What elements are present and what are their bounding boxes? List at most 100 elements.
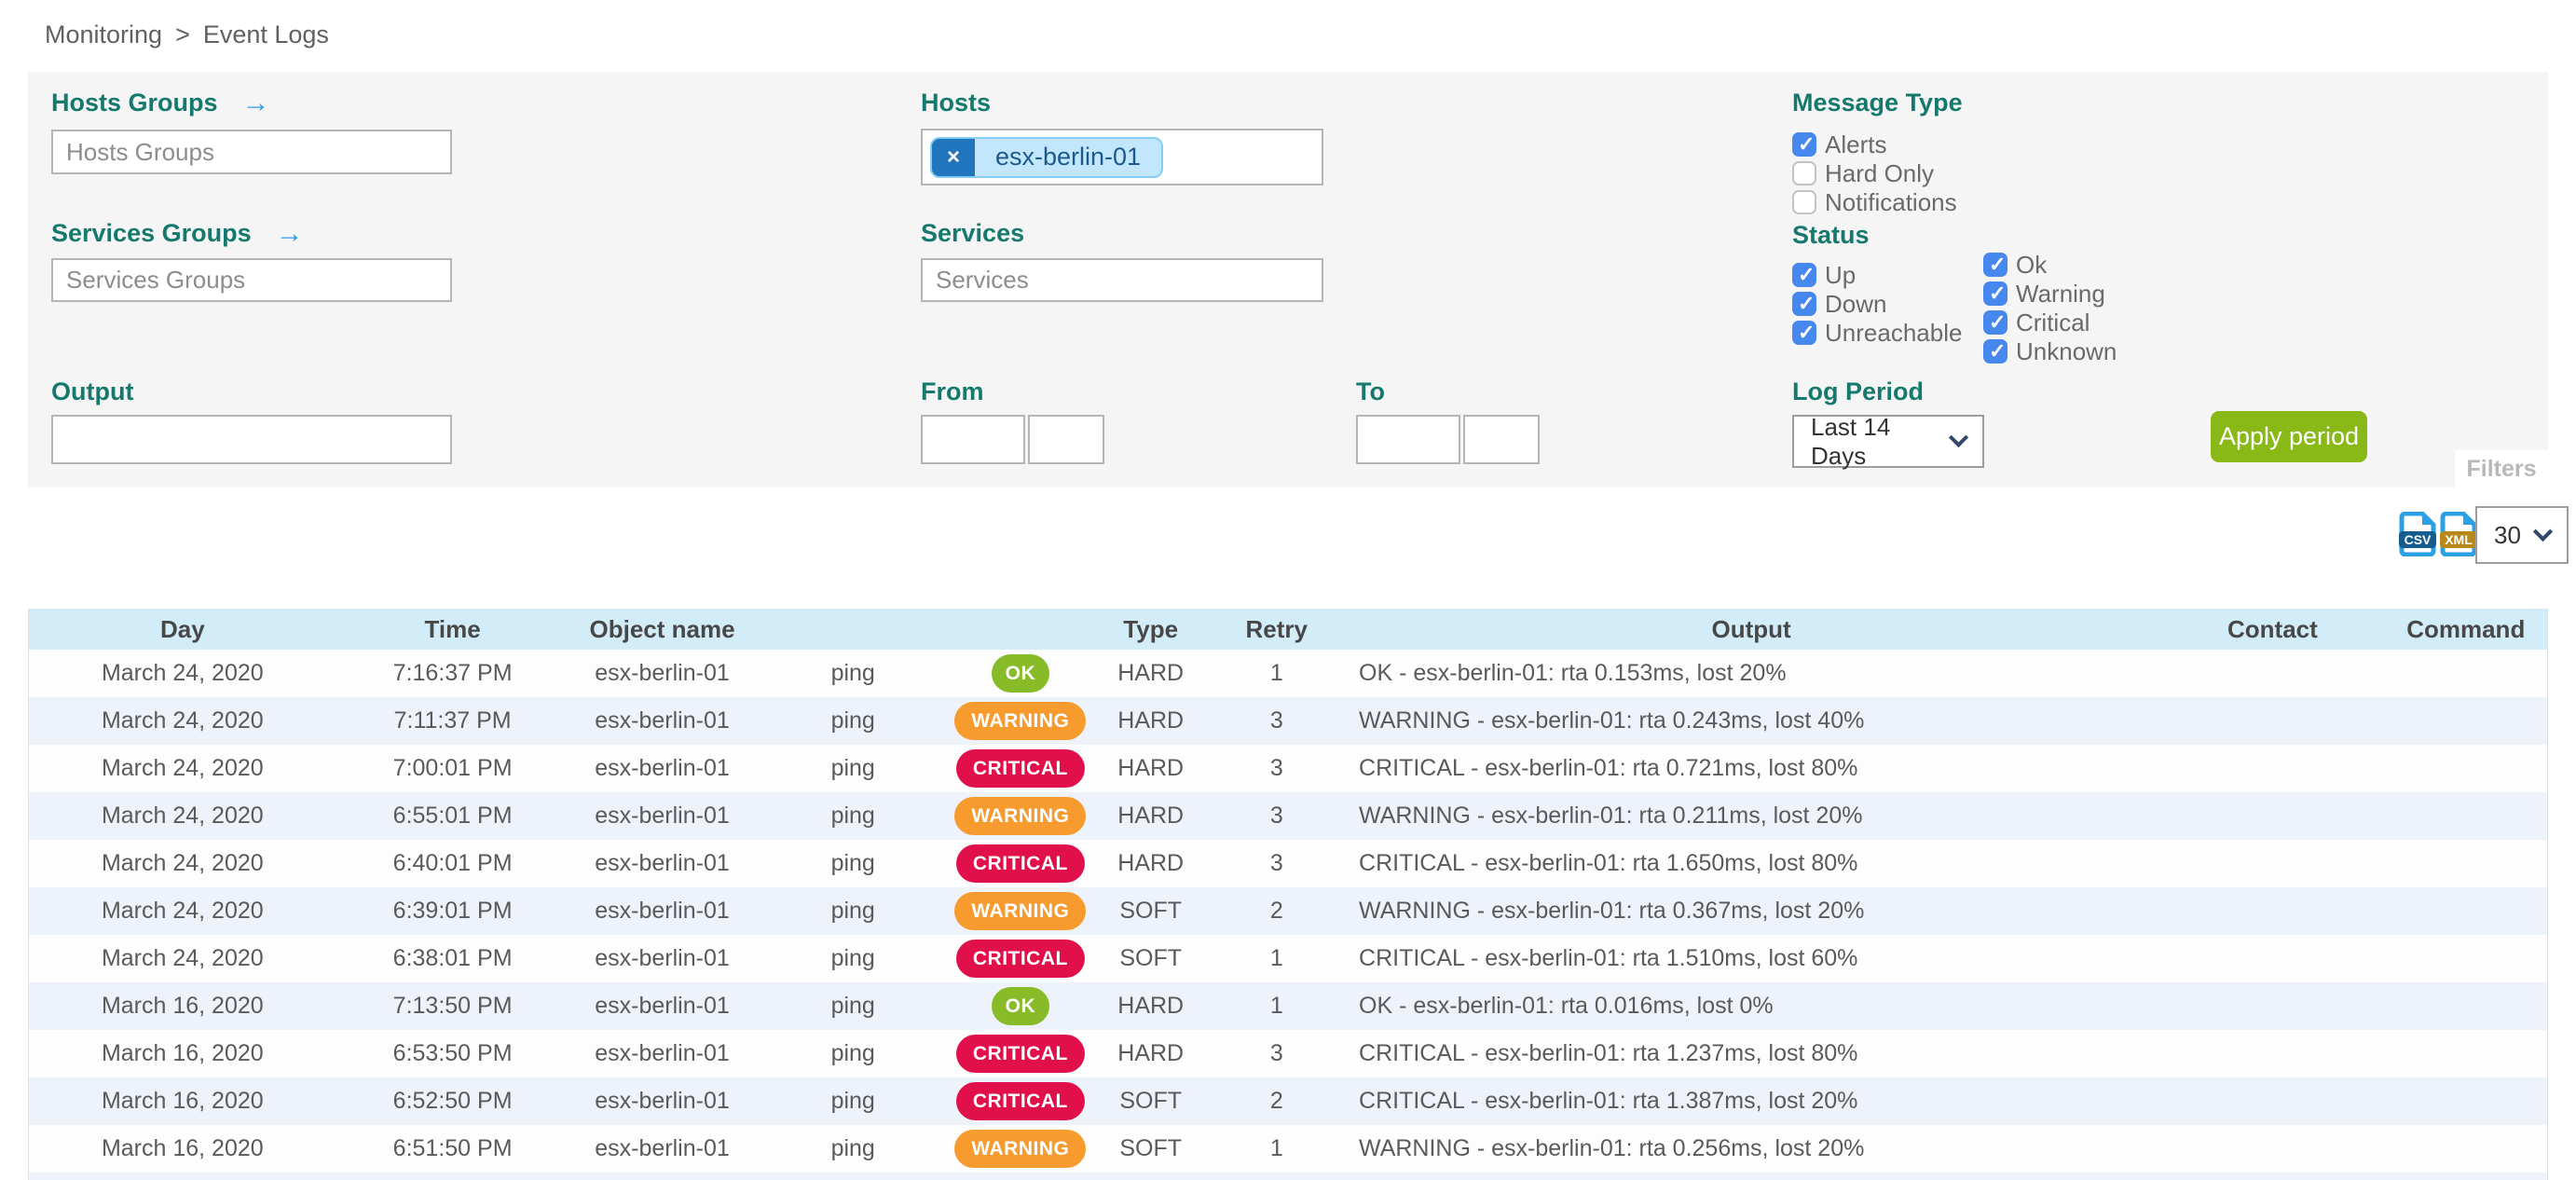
- services-groups-filter: Services Groups →: [51, 219, 452, 302]
- column-header-retry: Retry: [1245, 614, 1309, 643]
- down-checkbox[interactable]: Down: [1792, 290, 1962, 318]
- status-badge: OK: [991, 654, 1050, 693]
- to-time-input[interactable]: [1463, 415, 1540, 464]
- command-cell: [2385, 1125, 2547, 1173]
- object-name-cell: esx-berlin-01: [595, 1135, 730, 1161]
- checkbox-icon: [1792, 132, 1816, 157]
- contact-cell: [2160, 1030, 2384, 1077]
- table-row: March 24, 2020 7:11:37 PM esx-berlin-01 …: [29, 697, 2547, 745]
- status-badge: WARNING: [954, 892, 1087, 930]
- time-cell: 7:16:37 PM: [392, 660, 513, 686]
- csv-export-icon[interactable]: CSV: [2399, 511, 2436, 561]
- command-cell: [2385, 650, 2547, 697]
- services-input[interactable]: [921, 258, 1323, 302]
- service-cell: ping: [830, 803, 875, 829]
- table-row: March 16, 2020 6:53:50 PM esx-berlin-01 …: [29, 1030, 2547, 1077]
- output-label-text: Output: [51, 377, 134, 405]
- day-cell: March 16, 2020: [101, 1088, 264, 1114]
- xml-export-icon[interactable]: XML: [2440, 511, 2477, 561]
- ok-checkbox[interactable]: Ok: [1983, 251, 2117, 279]
- command-cell: [2385, 1077, 2547, 1125]
- apply-period-button[interactable]: Apply period: [2211, 411, 2367, 462]
- warning-checkbox[interactable]: Warning: [1983, 280, 2117, 308]
- output-cell: OK - esx-berlin-01: rta 0.016ms, lost 0%: [1359, 993, 1774, 1019]
- output-cell: CRITICAL - esx-berlin-01: rta 0.721ms, l…: [1359, 755, 1858, 781]
- day-cell: March 24, 2020: [101, 707, 264, 734]
- output-input[interactable]: [51, 415, 452, 464]
- hard-only-checkbox[interactable]: Hard Only: [1792, 159, 1963, 187]
- log-period-select[interactable]: Last 14 Days: [1792, 413, 1984, 470]
- contact-cell: [2160, 1077, 2384, 1125]
- service-cell: ping: [830, 707, 875, 734]
- up-checkbox-label: Up: [1825, 260, 1857, 289]
- arrow-right-icon[interactable]: →: [241, 87, 270, 118]
- from-time-input[interactable]: [1028, 415, 1104, 464]
- checkbox-icon: [1792, 263, 1816, 287]
- hosts-groups-label: Hosts Groups →: [51, 89, 452, 117]
- status-cell: CRITICAL: [951, 1030, 1090, 1077]
- to-date-input[interactable]: [1356, 415, 1460, 464]
- table-row: March 24, 2020 6:55:01 PM esx-berlin-01 …: [29, 792, 2547, 840]
- day-cell: March 16, 2020: [101, 1135, 264, 1161]
- partial-row: [29, 1173, 2547, 1180]
- status-badge: CRITICAL: [955, 844, 1085, 883]
- type-cell: HARD: [1117, 1040, 1185, 1066]
- services-label-text: Services: [921, 219, 1025, 247]
- message-type-filter: Message Type Alerts Hard Only Notificati…: [1792, 89, 1963, 217]
- checkbox-icon: [1792, 190, 1816, 214]
- host-tag-label: esx-berlin-01: [995, 143, 1142, 171]
- chevron-down-icon: [1948, 427, 1969, 448]
- unknown-checkbox-label: Unknown: [2016, 336, 2117, 365]
- type-cell: HARD: [1117, 803, 1185, 829]
- message-type-label-text: Message Type: [1792, 89, 1963, 117]
- page-size-select[interactable]: 30: [2475, 506, 2569, 564]
- notifications-checkbox[interactable]: Notifications: [1792, 188, 1963, 216]
- retry-cell: 3: [1269, 1040, 1283, 1066]
- hosts-groups-input[interactable]: [51, 130, 452, 174]
- svg-text:CSV: CSV: [2405, 532, 2432, 547]
- time-cell: 6:52:50 PM: [392, 1088, 513, 1114]
- table-row: March 24, 2020 7:00:01 PM esx-berlin-01 …: [29, 745, 2547, 792]
- arrow-right-icon[interactable]: →: [275, 217, 304, 249]
- contact-cell: [2160, 982, 2384, 1030]
- checkbox-icon: [1792, 321, 1816, 345]
- hosts-input[interactable]: × esx-berlin-01: [921, 129, 1323, 185]
- checkbox-icon: [1792, 161, 1816, 185]
- hosts-label: Hosts: [921, 89, 1323, 117]
- object-name-cell: esx-berlin-01: [595, 898, 730, 924]
- time-cell: 6:51:50 PM: [392, 1135, 513, 1161]
- filters-panel: Hosts Groups → Services Groups → Output …: [28, 72, 2548, 487]
- table-row: March 24, 2020 6:38:01 PM esx-berlin-01 …: [29, 935, 2547, 982]
- to-label-text: To: [1356, 377, 1385, 405]
- command-cell: [2385, 887, 2547, 935]
- up-checkbox[interactable]: Up: [1792, 261, 1962, 289]
- filters-tab[interactable]: Filters: [2455, 450, 2548, 487]
- object-name-cell: esx-berlin-01: [595, 803, 730, 829]
- to-label: To: [1356, 377, 1540, 406]
- status-cell: OK: [951, 982, 1090, 1030]
- contact-cell: [2160, 792, 2384, 840]
- services-groups-input[interactable]: [51, 258, 452, 302]
- from-date-input[interactable]: [921, 415, 1025, 464]
- checkbox-icon: [1983, 253, 2007, 277]
- unreachable-checkbox[interactable]: Unreachable: [1792, 319, 1962, 347]
- unknown-checkbox[interactable]: Unknown: [1983, 337, 2117, 365]
- alerts-checkbox[interactable]: Alerts: [1792, 130, 1963, 158]
- log-period-label-text: Log Period: [1792, 377, 1924, 405]
- remove-tag-icon[interactable]: ×: [932, 138, 975, 176]
- object-name-cell: esx-berlin-01: [595, 945, 730, 971]
- status-badge: WARNING: [954, 702, 1087, 740]
- status-badge: CRITICAL: [955, 1082, 1085, 1120]
- critical-checkbox[interactable]: Critical: [1983, 309, 2117, 336]
- type-cell: HARD: [1117, 993, 1185, 1019]
- services-filter: Services: [921, 219, 1323, 302]
- breadcrumb-event-logs[interactable]: Event Logs: [202, 21, 329, 48]
- column-header-service: [756, 609, 951, 650]
- log-period-label: Log Period: [1792, 377, 1984, 406]
- breadcrumb-monitoring[interactable]: Monitoring: [45, 21, 163, 48]
- column-header-command: Command: [2406, 614, 2526, 643]
- service-cell: ping: [830, 945, 875, 971]
- services-groups-label-text: Services Groups: [51, 219, 252, 247]
- object-name-cell: esx-berlin-01: [595, 1040, 730, 1066]
- status-cell: CRITICAL: [951, 935, 1090, 982]
